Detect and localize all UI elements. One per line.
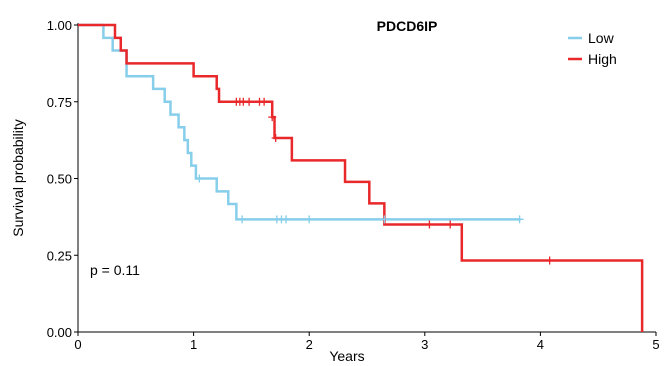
axes bbox=[77, 23, 656, 333]
series bbox=[78, 23, 644, 332]
legend: Low High bbox=[568, 30, 617, 67]
y-tick-label: 1.00 bbox=[47, 18, 72, 33]
x-tick-label: 4 bbox=[537, 337, 544, 352]
censor-mark-high bbox=[425, 220, 434, 229]
x-tick-label: 1 bbox=[190, 337, 197, 352]
censor-mark-high bbox=[245, 97, 254, 106]
censor-mark-low bbox=[238, 215, 247, 224]
censor-mark-low bbox=[380, 215, 389, 224]
censor-mark-high bbox=[268, 113, 277, 122]
censor-mark-low bbox=[515, 215, 524, 224]
p-value-annotation: p = 0.11 bbox=[90, 262, 140, 278]
chart-title: PDCD6IP bbox=[377, 18, 438, 34]
y-tick-label: 0.25 bbox=[47, 248, 72, 263]
y-tick-label: 0.50 bbox=[47, 172, 72, 187]
legend-high-label: High bbox=[588, 51, 617, 67]
x-axis-title: Years bbox=[329, 348, 364, 364]
ticks: 0 1 2 3 4 5 0.00 0.25 0.50 0.75 1.00 bbox=[47, 18, 660, 352]
censor-mark-high bbox=[446, 220, 455, 229]
censor-mark-low bbox=[195, 174, 204, 183]
y-axis-title: Survival probability bbox=[10, 119, 26, 237]
censor-marks bbox=[195, 97, 554, 265]
censor-mark-high bbox=[545, 256, 554, 265]
censor-mark-high bbox=[271, 133, 280, 142]
survival-curve-high bbox=[78, 23, 644, 332]
y-tick-label: 0.75 bbox=[47, 95, 72, 110]
x-tick-label: 3 bbox=[421, 337, 428, 352]
legend-low-label: Low bbox=[588, 30, 615, 46]
censor-mark-high bbox=[260, 97, 269, 106]
survival-curve-low bbox=[78, 23, 521, 221]
x-tick-label: 0 bbox=[74, 337, 81, 352]
censor-mark-low bbox=[282, 215, 291, 224]
x-tick-label: 5 bbox=[652, 337, 659, 352]
y-tick-label: 0.00 bbox=[47, 325, 72, 340]
censor-mark-low bbox=[305, 215, 314, 224]
x-tick-label: 2 bbox=[306, 337, 313, 352]
